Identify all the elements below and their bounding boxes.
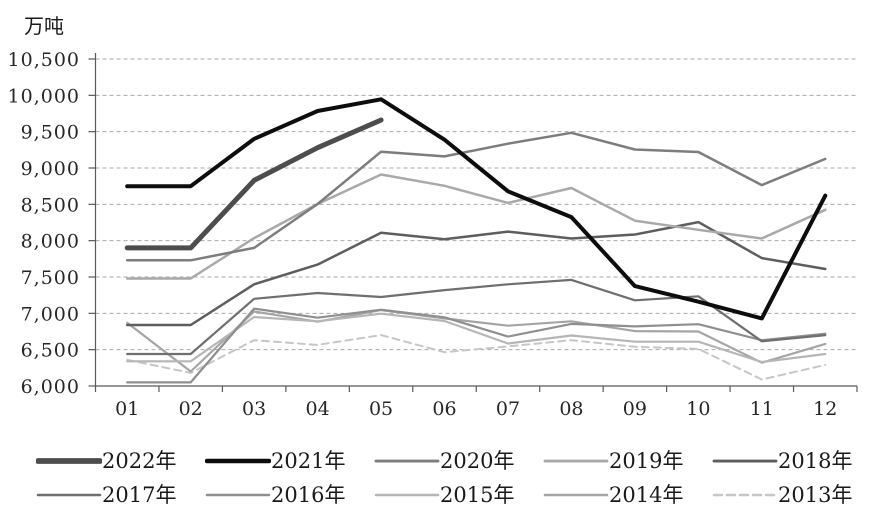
legend-swatch-line-icon	[543, 493, 609, 497]
legend-swatch-line-icon	[374, 459, 440, 463]
gridlines	[95, 58, 857, 351]
y-axis-tick-label: 6,500	[21, 340, 80, 362]
x-axis-tick-label: 06	[432, 398, 456, 420]
x-axis-tick-label: 01	[115, 398, 139, 420]
legend-item-2022年: 2022年	[36, 448, 205, 473]
x-axis-tick-label: 08	[559, 398, 583, 420]
x-axis-tick-label: 07	[496, 398, 520, 420]
chart-legend: 2022年 2021年 2020年 2019年 2018年 2017年 2016年 2015年…	[0, 444, 881, 508]
x-axis-tick-label: 11	[750, 398, 774, 420]
series-line-2019年	[125, 173, 827, 280]
legend-label: 2015年	[440, 482, 515, 507]
legend-swatch-line-icon	[205, 493, 271, 497]
legend-swatch-line-icon	[205, 458, 271, 464]
legend-label: 2021年	[271, 448, 346, 473]
legend-label: 2014年	[609, 482, 684, 507]
legend-swatch-line-icon	[543, 459, 609, 463]
y-axis-tick-label: 8,000	[21, 231, 80, 253]
legend-item-2017年: 2017年	[36, 482, 205, 507]
y-axis-tick-label: 7,000	[21, 303, 80, 325]
x-axis-tick-label: 03	[242, 398, 266, 420]
legend-swatch-line-icon	[36, 493, 102, 497]
legend-item-2016年: 2016年	[205, 482, 374, 507]
legend-item-2013年: 2013年	[712, 482, 881, 507]
y-axis-tick-label: 10,000	[8, 85, 80, 107]
legend-item-2021年: 2021年	[205, 448, 374, 473]
legend-row: 2022年 2021年 2020年 2019年 2018年	[0, 444, 881, 478]
legend-row: 2017年 2016年 2015年 2014年 2013年	[0, 478, 881, 508]
legend-item-2014年: 2014年	[543, 482, 712, 507]
x-axis-tick-label: 09	[623, 398, 647, 420]
y-axis-tick-label: 10,500	[8, 49, 80, 71]
series-line-2018年	[125, 220, 827, 327]
series-line-2016年	[126, 307, 827, 384]
legend-label: 2019年	[609, 448, 684, 473]
y-axis-tick-labels: 6,000 6,500 7,000 7,500 8,000 8,500 9,000 9,500…	[8, 49, 80, 398]
series-line-2020年	[125, 131, 827, 262]
axes	[88, 53, 858, 392]
legend-label: 2022年	[102, 448, 177, 473]
x-axis-tick-label: 05	[369, 398, 393, 420]
x-axis-tick-labels: 01 02 03 04 05 06 07 08 09 10 11 12	[115, 398, 837, 420]
legend-label: 2020年	[440, 448, 515, 473]
y-axis-tick-label: 8,500	[21, 194, 80, 216]
y-axis-tick-label: 9,500	[21, 122, 80, 144]
legend-swatch-line-icon	[374, 493, 440, 497]
legend-label: 2017年	[102, 482, 177, 507]
legend-swatch-line-icon	[712, 459, 778, 463]
x-axis-tick-label: 10	[686, 398, 710, 420]
legend-label: 2018年	[778, 448, 853, 473]
series-lines	[124, 97, 828, 384]
series-line-2015年	[126, 312, 827, 364]
x-axis-tick-label: 04	[306, 398, 330, 420]
legend-swatch-line-icon	[36, 458, 102, 464]
y-axis-unit-label: 万吨	[24, 14, 64, 38]
y-axis-tick-label: 9,000	[21, 158, 80, 180]
series-line-2021年	[125, 97, 828, 321]
legend-label: 2016年	[271, 482, 346, 507]
x-axis-tick-label: 02	[179, 398, 203, 420]
series-line-2022年	[124, 117, 384, 251]
legend-item-2020年: 2020年	[374, 448, 543, 473]
x-axis-tick-label: 12	[813, 398, 837, 420]
legend-item-2019年: 2019年	[543, 448, 712, 473]
legend-label: 2013年	[778, 482, 853, 507]
legend-item-2018年: 2018年	[712, 448, 881, 473]
legend-swatch-line-icon	[712, 493, 778, 497]
y-axis-tick-label: 7,500	[21, 267, 80, 289]
y-axis-tick-label: 6,000	[21, 376, 80, 398]
legend-item-2015年: 2015年	[374, 482, 543, 507]
series-line-2013年	[126, 334, 827, 381]
